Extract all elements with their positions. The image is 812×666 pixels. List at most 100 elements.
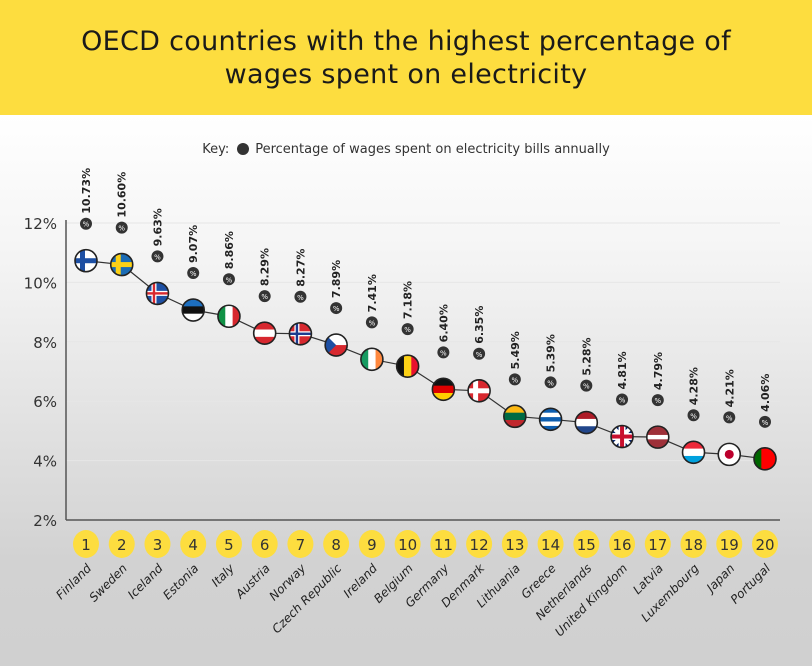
data-point [681,440,706,465]
data-point [145,281,170,306]
flag-stripe [232,305,240,328]
percent-badge-icon [80,217,92,230]
flag-stripe [682,441,705,450]
rank-number: 17 [648,536,667,554]
data-label: 7.18% [402,281,415,319]
flag-stripe [253,336,276,345]
rank-badge [716,530,743,558]
data-label: 7.41% [366,274,379,312]
data-point [753,447,777,471]
flag-stripe [503,420,526,428]
flag-stripe [761,447,770,470]
percent-badge-icon [508,373,521,386]
rank-badge [573,530,600,558]
legend-text: Percentage of wages spent on electricity… [255,142,610,157]
flag-stripe [253,329,276,338]
rank-badge [501,530,528,558]
flag-stripe [368,348,377,371]
percent-badge-icon [759,415,771,428]
data-label: 6.35% [473,306,486,344]
data-label: 8.29% [259,248,272,286]
flag-estonia-icon [182,299,205,322]
flag-stripe [432,378,455,387]
flag-triangle [325,334,337,357]
flag-japan-icon [718,443,741,466]
flag-latvia-icon [646,426,669,449]
percent-badge-icon [723,411,736,424]
percent-symbol: % [190,270,197,278]
data-label: 8.86% [223,231,236,269]
rank-number: 9 [367,536,377,554]
percent-symbol: % [369,319,376,327]
x-tick-label: Iceland [125,561,166,602]
flag-stripe [682,448,705,457]
rank-badge [537,530,564,558]
data-point [324,333,348,357]
percent-badge-icon [437,346,450,359]
rank-number: 10 [398,536,417,554]
rank-badge [215,530,242,558]
data-point [74,248,98,273]
percent-symbol: % [226,276,233,284]
flag-cross [75,258,97,264]
flag-netherlands-icon [575,411,598,434]
flag-cross [468,388,491,394]
data-label: 9.63% [151,208,164,246]
y-tick-label: 6% [33,393,57,411]
percent-symbol: % [83,221,90,229]
flag-cross [289,332,312,335]
percent-badge-icon [330,302,343,315]
flag-stripe [325,334,348,346]
percent-symbol: % [476,351,483,359]
percent-badge-icon [151,250,164,263]
flag-stripe [360,348,369,371]
data-point [610,424,634,449]
y-tick-label: 12% [24,215,57,233]
percent-symbol: % [404,326,411,334]
flag-stripe [646,430,669,436]
rank-badge [108,530,135,558]
flag-stripe [217,305,226,328]
flag-stripe [325,345,348,357]
rank-badge [644,530,671,558]
percent-badge-icon [401,323,414,336]
y-tick-label: 10% [24,274,57,292]
rank-badge [394,530,421,558]
flag-stripe [768,447,776,470]
flag-cross [146,292,169,295]
flag-stripe [539,412,562,418]
percent-symbol: % [690,412,697,420]
percent-badge-icon [365,316,378,329]
rank-badge [680,530,707,558]
rank-number: 2 [117,536,127,554]
flag-stripe [503,412,526,421]
flag-czech-republic-icon [325,334,348,357]
flag-stripe [646,426,669,432]
rank-number: 14 [541,536,560,554]
data-label: 8.27% [294,249,307,287]
y-tick-label: 4% [33,453,57,471]
flag-stripe [539,421,562,427]
percent-badge-icon [687,409,700,422]
data-label: 4.06% [759,374,772,412]
x-tick-label: Italy [209,561,238,590]
percent-badge-icon [187,267,200,280]
y-tick-label: 8% [33,334,57,352]
flag-stripe [575,426,598,434]
flag-stripe [403,355,412,378]
percent-badge-icon [580,379,593,392]
data-label: 10.73% [80,168,93,214]
data-point [181,298,206,322]
rank-number: 3 [153,536,163,554]
flag-stripe [682,455,705,464]
flag-stripe [253,322,276,331]
percent-badge-icon [473,347,486,360]
flag-denmark-icon [468,379,491,402]
flag-stripe [432,385,455,394]
rank-number: 15 [577,536,596,554]
flag-stripe [646,434,669,440]
rank-number: 6 [260,536,270,554]
percent-symbol: % [297,294,304,302]
data-point [645,425,670,449]
data-label: 5.39% [545,334,558,372]
